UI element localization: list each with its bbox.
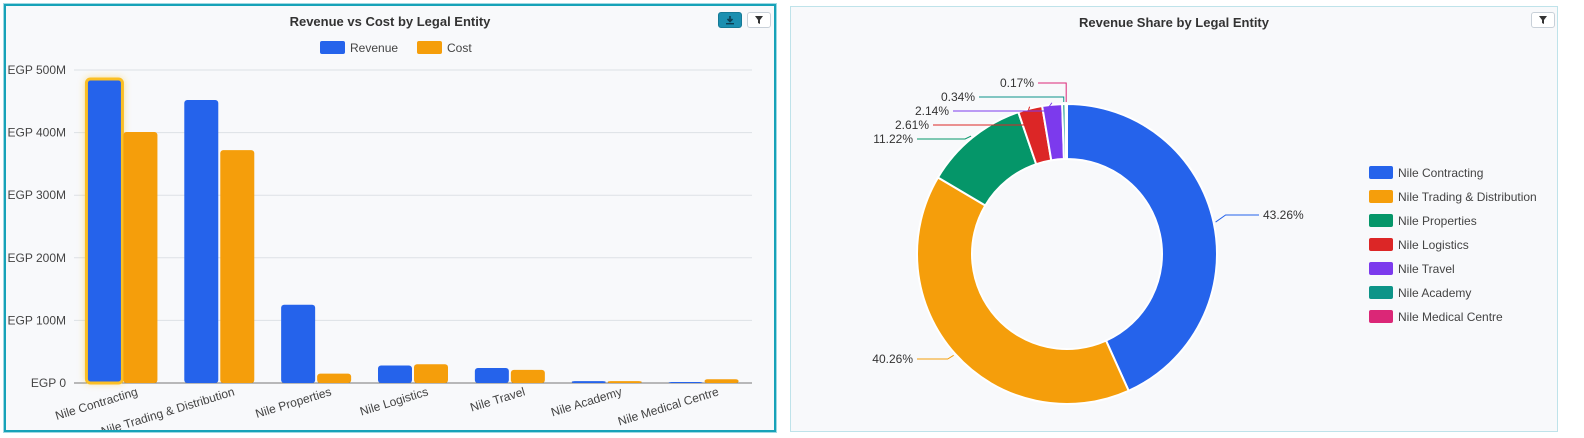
donut-filter-button[interactable]: [1531, 12, 1555, 28]
download-button[interactable]: [718, 12, 742, 28]
donut-slice: [916, 176, 1130, 405]
y-tick-label: EGP 300M: [8, 188, 66, 202]
x-tick-label: Nile Properties: [254, 384, 333, 420]
y-tick-label: EGP 200M: [8, 251, 66, 265]
bar-revenue: [184, 100, 219, 383]
legend-label: Nile Properties: [1398, 214, 1477, 228]
bar-revenue: [378, 365, 412, 383]
leader-line: [1038, 82, 1067, 103]
legend-label: Nile Logistics: [1398, 238, 1469, 252]
leader-line: [979, 96, 1065, 103]
y-tick-label: EGP 400M: [8, 126, 66, 140]
filter-icon: [755, 16, 763, 24]
revenue-cost-panel: Revenue vs Cost by Legal Entity EGP 0 EGP…: [4, 4, 776, 432]
leader-line: [917, 354, 954, 360]
slice-value-label: 2.61%: [895, 118, 929, 132]
slice-value-label: 0.34%: [941, 90, 975, 104]
legend-swatch: [1369, 310, 1393, 323]
bar-cost: [704, 379, 739, 383]
donut-slice: [1064, 102, 1068, 161]
legend-swatch: [1369, 166, 1393, 179]
leader-line: [933, 106, 1031, 126]
x-tick-label: Nile Logistics: [358, 384, 430, 418]
bar-chart-title: Revenue vs Cost by Legal Entity: [289, 14, 491, 29]
legend-label: Nile Contracting: [1398, 166, 1483, 180]
bar-revenue: [668, 382, 703, 383]
bar-cost: [414, 364, 448, 383]
bar-revenue: [571, 381, 606, 383]
legend-swatch: [1369, 190, 1393, 203]
legend-label: Nile Medical Centre: [1398, 310, 1503, 324]
bar-filter-button[interactable]: [747, 12, 771, 28]
bar-revenue: [84, 77, 124, 385]
donut-slice: [1066, 102, 1218, 393]
y-tick-label: EGP 100M: [8, 313, 66, 327]
y-tick-label: EGP 500M: [8, 63, 66, 77]
revenue-share-panel: Revenue Share by Legal Entity 43.26% 40.2…: [790, 6, 1558, 432]
legend-label-cost: Cost: [447, 41, 472, 55]
slice-value-label: 43.26%: [1263, 208, 1304, 222]
leader-line: [917, 135, 972, 140]
bar-cost: [220, 150, 255, 383]
legend-label: Nile Trading & Distribution: [1398, 190, 1537, 204]
x-tick-label: Nile Travel: [468, 384, 526, 414]
bar-cost: [607, 381, 642, 383]
legend-label: Nile Travel: [1398, 262, 1455, 276]
slice-value-label: 0.17%: [1000, 76, 1034, 90]
bar-revenue: [474, 367, 509, 383]
donut-chart-title: Revenue Share by Legal Entity: [1078, 15, 1269, 30]
donut-chart: 43.26% 40.26% 11.22%2.61%2.14%0.34% 0.17% Ni…: [872, 76, 1537, 405]
leader-line: [1215, 214, 1259, 223]
x-tick-label: Nile Medical Centre: [616, 384, 721, 428]
legend-swatch: [1369, 214, 1393, 227]
y-tick-label: EGP 0: [31, 376, 66, 390]
download-icon: [726, 16, 734, 25]
legend-swatch-cost: [417, 41, 442, 54]
bar-revenue: [281, 304, 316, 383]
legend-label-revenue: Revenue: [350, 41, 398, 55]
legend-swatch-revenue: [320, 41, 345, 54]
bar-chart: EGP 0 EGP 100M EGP 200M EGP 300M EGP 400M EGP…: [8, 41, 752, 430]
legend-swatch: [1369, 286, 1393, 299]
bar-cost: [510, 369, 545, 383]
slice-value-label: 11.22%: [873, 132, 913, 146]
slice-value-label: 40.26%: [872, 352, 913, 366]
filter-icon: [1539, 16, 1547, 24]
bar-cost: [317, 373, 352, 383]
bar-cost: [123, 131, 158, 383]
slice-value-label: 2.14%: [915, 104, 949, 118]
legend-label: Nile Academy: [1398, 286, 1471, 300]
legend-swatch: [1369, 262, 1393, 275]
leader-line: [953, 102, 1053, 112]
legend-swatch: [1369, 238, 1393, 251]
x-tick-label: Nile Academy: [549, 384, 623, 419]
